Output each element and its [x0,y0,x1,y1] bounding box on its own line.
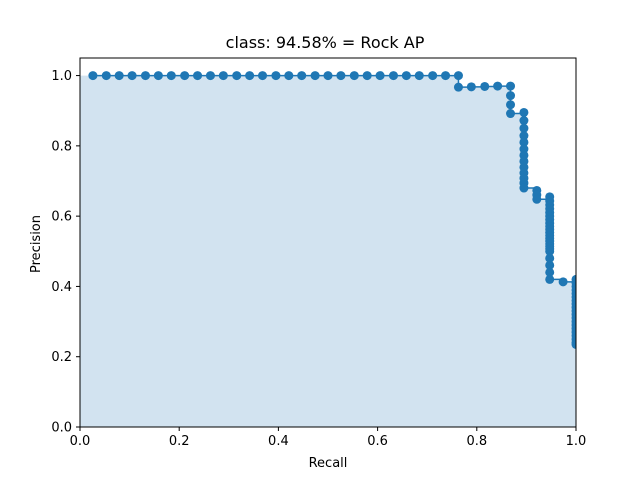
data-point [101,71,111,81]
y-tick-label: 0.4 [51,280,72,295]
data-point [453,82,463,92]
data-point [140,71,150,81]
area-fill [80,75,576,427]
data-point [519,123,529,133]
data-point [519,131,529,141]
data-point [506,91,516,101]
data-point [571,339,576,349]
y-tick-label: 1.0 [51,69,72,84]
data-point [336,71,346,81]
data-point [114,71,124,81]
data-point [362,71,372,81]
x-tick-label: 0.8 [466,434,487,449]
chart-title: class: 94.58% = Rock AP [226,33,425,52]
x-tick-label: 0.0 [70,434,91,449]
data-point [310,71,320,81]
data-point [205,71,215,81]
data-point [375,71,385,81]
data-point [245,71,255,81]
data-point [466,82,476,92]
y-tick-label: 0.6 [51,210,72,225]
data-point [166,71,176,81]
data-point [218,71,228,81]
data-point [284,71,294,81]
plot-area [79,57,577,428]
data-point [519,183,529,193]
data-point [558,277,568,287]
x-tick-label: 0.6 [367,434,388,449]
data-points [88,71,576,349]
data-point [271,71,281,81]
y-tick-label: 0.8 [51,139,72,154]
data-point [388,71,398,81]
data-point [545,260,555,270]
data-point [180,71,190,81]
data-point [545,267,555,277]
data-point [428,71,438,81]
data-point [519,107,529,117]
y-axis-label: Precision [29,215,44,273]
data-point [545,253,555,263]
y-tick-label: 0.0 [51,421,72,436]
data-point [88,71,98,81]
data-point [153,71,163,81]
data-point [506,100,516,110]
data-point [401,71,411,81]
data-point [519,137,529,147]
data-point [453,71,463,81]
data-point [493,81,503,91]
data-point [532,194,542,204]
data-point [232,71,242,81]
data-point [545,274,555,284]
data-point [323,71,333,81]
x-tick-label: 0.2 [169,434,190,449]
plot-frame [79,57,577,428]
x-tick-label: 1.0 [566,434,587,449]
data-point [297,71,307,81]
data-point [519,116,529,126]
data-point [506,81,516,91]
data-point [414,71,424,81]
x-tick-label: 0.4 [268,434,289,449]
data-point [519,144,529,154]
x-axis-label: Recall [309,456,348,471]
data-point [349,71,359,81]
data-point [258,71,268,81]
data-point [506,109,516,119]
data-point [193,71,203,81]
y-tick-label: 0.2 [51,350,72,365]
data-point [441,71,451,81]
x-axis-ticks: 0.0 0.2 0.4 0.6 0.8 1.0 [70,427,587,449]
data-point [545,246,555,256]
y-axis-ticks: 0.0 0.2 0.4 0.6 0.8 1.0 [51,69,80,436]
data-point [127,71,137,81]
data-point [480,81,490,91]
